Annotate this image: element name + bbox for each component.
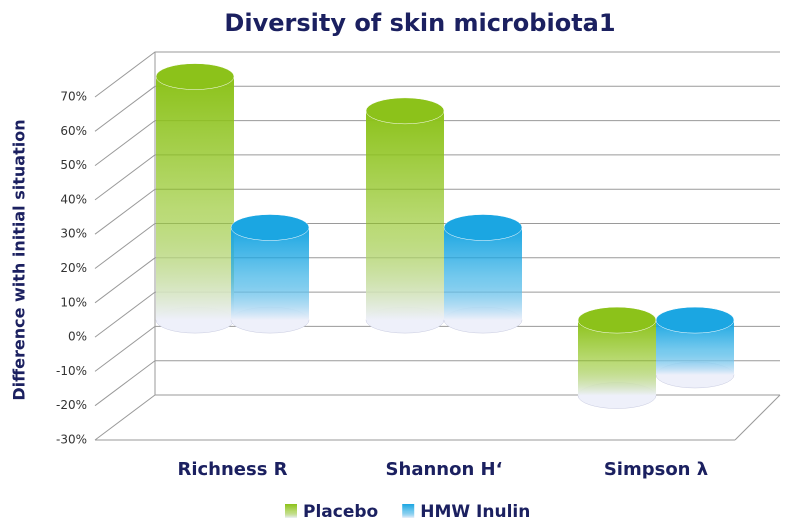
grid-line [94, 51, 780, 98]
grid-line [94, 394, 780, 441]
y-tick-label: 0% [68, 330, 87, 344]
bar [366, 110, 444, 321]
grid-line [94, 325, 780, 372]
chart-title: Diversity of skin microbiota1 [224, 9, 615, 37]
y-tick-label: -30% [56, 433, 87, 447]
bar-top [365, 97, 445, 125]
y-tick-label: 70% [60, 90, 87, 104]
grid-line [94, 188, 780, 235]
bar-top [655, 306, 735, 334]
bar [156, 76, 234, 321]
y-tick-label: 40% [60, 192, 87, 206]
legend-label: Placebo [303, 502, 378, 522]
bar [444, 227, 522, 321]
y-tick-label: 60% [60, 124, 87, 138]
y-tick-label: -10% [56, 364, 87, 378]
legend-swatch [285, 504, 297, 518]
grid-line [94, 120, 780, 167]
grid-line [94, 223, 780, 269]
x-tick-label: Shannon H‘ [386, 459, 503, 480]
bar-top [443, 214, 523, 241]
y-tick-label: 20% [60, 261, 87, 275]
floor-edge [734, 394, 781, 441]
legend-swatch [402, 504, 415, 518]
bar-top [577, 306, 657, 334]
grid-line [94, 257, 780, 304]
y-tick-label: 30% [60, 227, 87, 241]
grid-line [94, 291, 780, 338]
grid-line [94, 85, 780, 132]
bar-top [230, 214, 310, 241]
y-tick-label: -20% [56, 398, 87, 412]
bar [231, 227, 309, 321]
y-tick-label: 50% [60, 158, 87, 172]
bar-top [155, 63, 235, 90]
x-tick-label: Simpson λ [604, 459, 708, 480]
y-axis-label: Difference with initial situation [10, 119, 29, 400]
y-tick-label: 10% [60, 295, 87, 309]
x-tick-label: Richness R [177, 459, 287, 480]
legend-label: HMW Inulin [420, 502, 530, 522]
grid-line [94, 360, 780, 407]
grid-line [94, 154, 780, 201]
